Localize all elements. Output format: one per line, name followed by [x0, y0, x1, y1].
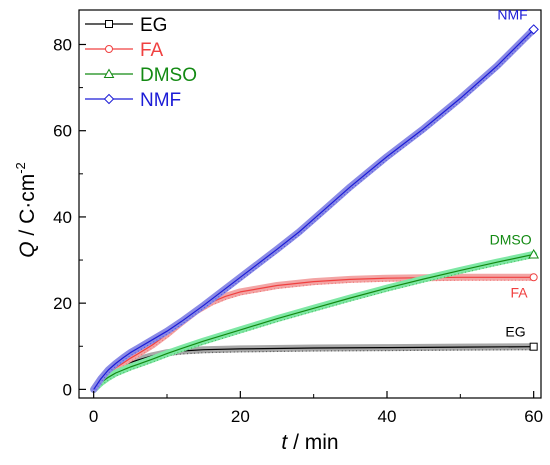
series-curves: [90, 25, 538, 393]
series-eg-end-marker: [529, 342, 538, 351]
x-tick-label-40: 40: [378, 407, 397, 426]
series-fa-end-label: FA: [511, 284, 529, 300]
series-eg-end-label: EG: [505, 324, 525, 340]
series-nmf-line: [93, 28, 535, 390]
x-tick-label-60: 60: [524, 407, 543, 426]
legend-item-fa: FA: [85, 40, 164, 61]
x-tick-label-20: 20: [231, 407, 250, 426]
series-nmf-end-label: NMF: [497, 6, 527, 22]
legend-label-fa: FA: [140, 40, 164, 61]
y-tick-label-60: 60: [53, 122, 72, 141]
series-nmf-end-marker: [528, 24, 539, 35]
y-axis-ticks: 0 20 40 60 80: [53, 35, 86, 399]
legend-label-nmf: NMF: [140, 90, 181, 111]
legend-marker-fa: [105, 45, 113, 53]
legend-item-dmso: DMSO: [85, 65, 197, 86]
series-nmf: [90, 25, 538, 393]
series-end-labels: EG FA DMSO NMF: [490, 6, 532, 339]
series-dmso-markers-trail: [93, 256, 534, 393]
series-fa-end-marker: [529, 273, 538, 282]
legend-marker-eg: [105, 20, 113, 28]
y-tick-label-20: 20: [53, 294, 72, 313]
legend-label-eg: EG: [140, 15, 167, 36]
legend: EG FA DMSO NMF: [85, 15, 197, 111]
series-dmso-end-label: DMSO: [490, 231, 532, 247]
legend-item-eg: EG: [85, 15, 167, 36]
legend-label-dmso: DMSO: [140, 65, 197, 86]
x-axis-label: t / min: [281, 431, 338, 454]
plot-frame: [78, 9, 542, 399]
series-dmso-end-marker: [528, 248, 540, 259]
series-dmso-line: [93, 253, 534, 390]
legend-marker-nmf: [103, 93, 115, 105]
series-dmso: [90, 250, 538, 393]
x-axis-ticks: 0 20 40 60: [89, 391, 543, 426]
y-tick-label-0: 0: [63, 380, 72, 399]
legend-item-nmf: NMF: [85, 90, 181, 111]
legend-marker-dmso: [103, 68, 115, 78]
x-tick-label-0: 0: [89, 407, 98, 426]
y-tick-label-80: 80: [53, 35, 72, 54]
series-end-markers: [528, 24, 540, 351]
y-tick-label-40: 40: [53, 208, 72, 227]
y-axis-label: Q / C·cm-2: [13, 162, 39, 258]
